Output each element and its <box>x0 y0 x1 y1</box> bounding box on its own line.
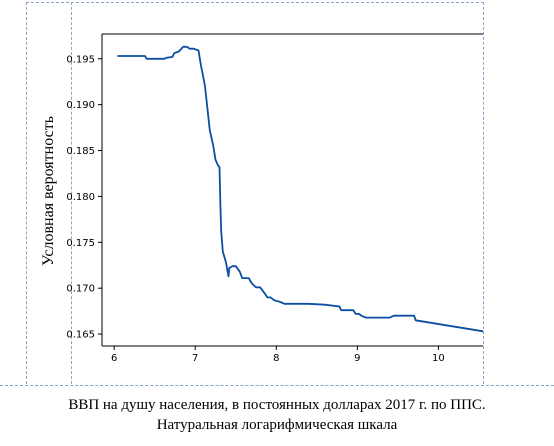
axes <box>101 33 483 347</box>
x-tick-label: 7 <box>192 353 198 364</box>
y-tick-label: 0.180 <box>66 192 95 203</box>
x-axis-label: ВВП на душу населения, в постоянных долл… <box>0 395 554 435</box>
y-tick-label: 0.190 <box>66 100 95 111</box>
y-tick-label: 0.195 <box>66 54 95 65</box>
x-axis-label-line-1: ВВП на душу населения, в постоянных долл… <box>68 397 486 413</box>
y-tick-label: 0.170 <box>66 284 95 295</box>
x-tick-label: 9 <box>354 353 360 364</box>
series-line <box>117 45 484 333</box>
layout-frame-divider <box>71 2 72 384</box>
x-tick-label: 6 <box>111 353 117 364</box>
ticks: 6 7 8 9 10 0.195 0.190 0.185 0.180 0.175 0.170 0.16… <box>66 54 444 364</box>
x-tick-label: 10 <box>432 353 445 364</box>
layout-frame <box>26 2 484 384</box>
y-tick-label: 0.185 <box>66 146 95 157</box>
x-axis-label-line-2: Натуральная логарифмическая шкала <box>156 417 398 433</box>
y-tick-label: 0.165 <box>66 330 95 341</box>
line-chart: 6 7 8 9 10 0.195 0.190 0.185 0.180 0.175 0.170 0.16… <box>66 33 484 364</box>
layout-frame-bottom <box>0 385 554 386</box>
x-tick-label: 8 <box>273 353 279 364</box>
y-tick-label: 0.175 <box>66 238 95 249</box>
series-layer <box>117 45 484 333</box>
